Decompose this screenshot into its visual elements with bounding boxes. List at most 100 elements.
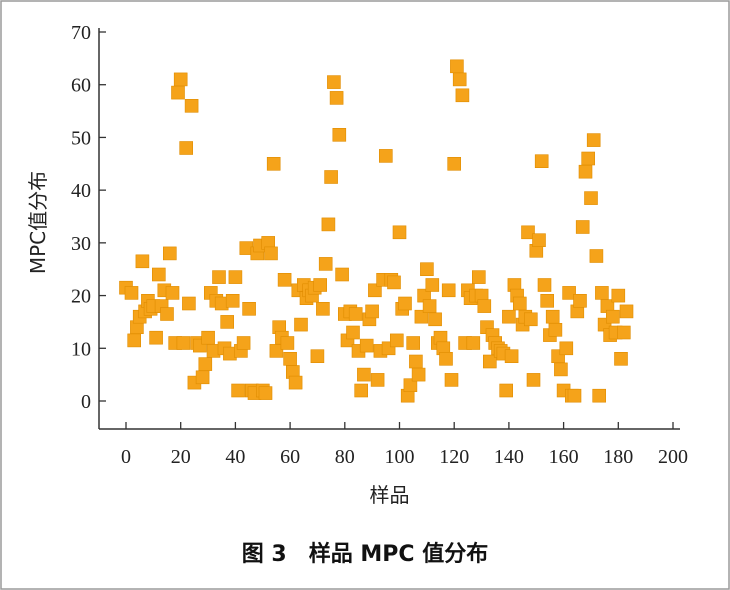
data-point (447, 157, 462, 171)
data-point (212, 270, 226, 284)
data-point (592, 388, 607, 403)
data-point (357, 367, 371, 382)
data-point (439, 351, 453, 366)
data-point (332, 128, 347, 142)
data-point (329, 91, 344, 105)
data-point (398, 296, 412, 311)
x-tick-label: 120 (439, 446, 469, 468)
data-point (422, 299, 437, 313)
y-tick-label: 20 (71, 286, 91, 308)
data-point (288, 375, 303, 390)
data-point (176, 336, 191, 350)
data-point (220, 315, 234, 329)
data-point (452, 72, 467, 87)
data-point (160, 307, 174, 321)
data-point (370, 373, 385, 387)
data-point (225, 293, 240, 308)
y-axis-ticks: 0 10 20 30 40 50 60 70 (71, 22, 106, 413)
data-point (526, 373, 541, 387)
x-tick-label: 100 (385, 446, 415, 468)
data-point (420, 262, 434, 277)
data-point (534, 154, 549, 168)
x-tick-label: 40 (225, 446, 245, 468)
data-point (149, 330, 163, 345)
data-point (425, 278, 440, 292)
data-point (327, 75, 341, 89)
data-point (502, 309, 516, 324)
data-point (562, 286, 576, 300)
data-point (242, 301, 256, 316)
y-tick-label: 0 (81, 391, 91, 413)
data-point (359, 338, 374, 353)
data-point (532, 233, 546, 247)
data-point (354, 383, 369, 398)
data-point (135, 254, 150, 269)
data-point (231, 383, 245, 398)
x-tick-label: 160 (549, 446, 579, 468)
data-point (512, 296, 527, 311)
x-tick-label: 0 (121, 446, 131, 468)
data-point (575, 220, 590, 234)
data-point (537, 278, 552, 292)
data-point (392, 225, 407, 240)
data-point (179, 141, 193, 155)
x-axis-label: 样品 (370, 483, 410, 507)
data-point (554, 362, 568, 377)
data-point (258, 386, 273, 400)
data-point (264, 246, 278, 261)
y-tick-label: 40 (71, 180, 91, 202)
data-point (595, 286, 609, 300)
data-point (540, 293, 555, 308)
data-point (378, 149, 393, 163)
data-point (280, 336, 295, 350)
data-point (124, 286, 139, 300)
data-point (277, 272, 292, 287)
data-point (171, 85, 185, 100)
data-point (313, 278, 328, 292)
data-point (584, 191, 598, 205)
data-point (348, 307, 363, 321)
data-point (294, 317, 308, 332)
data-point (228, 270, 243, 284)
x-tick-label: 200 (658, 446, 688, 468)
y-tick-label: 30 (71, 233, 91, 255)
data-point (389, 333, 404, 348)
data-point (236, 336, 251, 350)
data-point (368, 283, 382, 298)
figure-caption: 图 3 样品 MPC 值分布 (0, 536, 730, 568)
data-point (466, 336, 481, 350)
data-point (127, 333, 141, 348)
data-points (119, 59, 634, 403)
data-point (441, 283, 456, 298)
data-point (548, 322, 563, 337)
data-point (321, 217, 336, 232)
x-tick-label: 180 (603, 446, 633, 468)
data-point (406, 336, 421, 350)
axes (98, 28, 680, 430)
data-point (195, 370, 210, 385)
data-point (616, 325, 631, 340)
data-point (335, 267, 349, 282)
data-point (614, 351, 628, 366)
data-point (182, 296, 196, 311)
data-point (184, 99, 199, 113)
data-point (455, 88, 470, 103)
data-point (581, 151, 596, 166)
data-point (523, 312, 538, 327)
data-point (619, 304, 634, 319)
data-point (173, 72, 188, 87)
data-point (471, 270, 486, 284)
data-point (586, 133, 601, 147)
data-point (411, 367, 426, 382)
figure-title: 样品 MPC 值分布 (308, 542, 489, 567)
data-point (283, 351, 297, 366)
data-point (165, 286, 180, 300)
x-axis-ticks: 0 20 40 60 80 100 120 140 160 180 200 (121, 422, 688, 468)
data-point (504, 349, 519, 364)
y-axis-label: MPC值分布 (26, 171, 50, 274)
data-point (266, 157, 281, 171)
data-point (152, 267, 166, 282)
data-point (310, 349, 325, 364)
y-tick-label: 70 (71, 22, 91, 44)
